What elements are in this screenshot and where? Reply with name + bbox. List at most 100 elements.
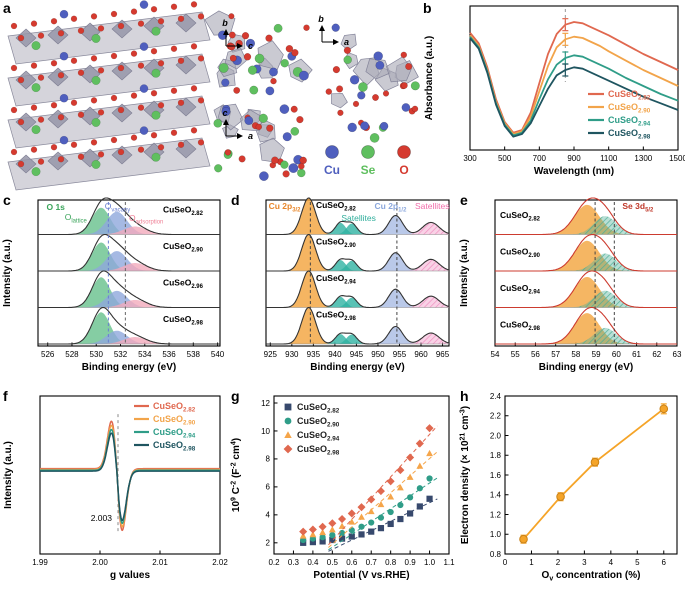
x-tick-label: 940 [328,350,342,359]
component-peak [495,327,677,344]
component-peak [495,240,677,271]
axes: 300 500 700 900 1100 1300 1500 Wavelength (nm) A… [424,5,685,177]
atom-legend-swatch-O [397,145,411,159]
cu2p-xps-chart: 925 930 935 940 945 950 955 960 965 Binding energ… [264,197,450,373]
x-tick-label: 6 [662,558,667,567]
y-tick-label: 2.0 [490,431,502,440]
marker-circle [358,523,365,530]
x-tick-label: 300 [463,154,477,163]
y-tick-label: 12 [261,399,270,408]
component-peak [266,252,449,271]
spectrum-1: CuSeO2.90 [38,233,220,272]
axes: 925 930 935 940 945 950 955 960 965 Binding energ… [264,199,450,373]
marker-triangle [358,513,365,520]
marker-triangle [387,493,395,500]
component-peak [266,215,449,235]
axis-letter: a [344,37,349,47]
marker-diamond [357,503,366,512]
marker-square [407,510,414,517]
atom-legend-swatch-Cu [325,145,339,159]
axes: 0 1 2 3 4 5 6 0.8 1.0 1.2 1.4 1.6 1.8 2.0 2.2 2.4 Ov con… [460,392,678,583]
axis-letter: a [248,131,253,141]
component-peak [266,326,449,344]
marker-square [338,535,346,542]
x-tick-label: 55 [511,350,520,359]
x-tick-label: 532 [114,350,128,359]
marker-square [309,539,316,546]
component-peak [495,253,677,271]
axes: 1.99 2.00 2.01 2.02 g values Intensity (a.u.) [3,395,228,581]
marker-triangle [348,518,356,525]
spectrum-1: CuSeO2.90 [495,233,677,272]
x-tick-label: 534 [138,350,152,359]
x-tick-label: 61 [632,350,641,359]
legend-label: CuSeO2.98 [297,444,340,457]
x-tick-label: 530 [90,350,104,359]
x-tick-label: 960 [414,350,428,359]
spectrum-label: CuSeO2.94 [500,283,541,296]
x-tick-label: 4 [609,558,614,567]
component-peak [266,222,449,235]
x-tick-label: 5 [635,558,640,567]
x-axis-label: Binding energy (eV) [82,362,176,373]
legend-label: CuSeO2.94 [153,427,196,440]
marker-circle [377,514,385,521]
x-tick-label: 935 [307,350,321,359]
x-tick-label: 2.01 [152,558,168,567]
marker-triangle [406,473,414,480]
absorbance-curve-3 [469,37,679,138]
x-tick-label: 900 [567,154,581,163]
envelope [495,270,677,309]
y-tick-label: 1.6 [490,471,502,480]
envelope [495,306,677,345]
envelope [495,197,677,236]
marker-square [377,525,385,532]
x-tick-label: 58 [571,350,580,359]
x-tick-label: 0 [503,558,508,567]
spectrum-label: CuSeO2.82 [500,210,541,223]
spectrum-3: CuSeO2.98 [495,306,677,345]
x-tick-label: 1500 [669,154,685,163]
panel-h-letter: h [460,388,469,404]
x-tick-label: 2.02 [212,558,228,567]
panel-e: 54 55 56 57 58 59 60 61 62 63 Binding energy (eV) I… [457,192,685,388]
panel-g-letter: g [231,388,240,404]
x-axis-label: Potential (V vs.RHE) [313,570,409,581]
x-tick-label: 0.4 [307,558,319,567]
x-tick-label: 62 [652,350,661,359]
y-tick-label: 6 [266,483,271,492]
y-tick-label: 1.0 [490,530,502,539]
x-tick-label: 700 [533,154,547,163]
x-axis-label: g values [110,570,150,581]
spectrum-2: CuSeO2.94 [266,270,450,309]
envelope [266,270,450,309]
x-tick-label: 63 [673,350,682,359]
marker-circle [368,519,375,526]
component-peak [38,263,220,271]
atom-legend-label-O: O [399,163,408,177]
atom-legend-label-Se: Se [361,163,376,177]
x-tick-label: 0.7 [366,558,378,567]
panel-g: 0.2 0.3 0.4 0.5 0.6 0.7 0.8 0.9 1.0 1.1 2 4 6 8 10 12 Po… [228,388,457,597]
component-peak [266,234,449,271]
component-peak [266,259,449,271]
x-axis-label: Binding energy (eV) [310,362,404,373]
x-tick-label: 0.5 [327,558,339,567]
y-axis-label: Intensity (a.u.) [2,239,13,307]
spectrum-label: CuSeO2.94 [316,273,357,286]
marker-diamond [338,515,347,524]
x-tick-label: 0.8 [385,558,397,567]
marker-diamond [386,477,395,486]
marker-circle [426,475,433,482]
legend-label: CuSeO2.94 [608,115,651,128]
marker-circle [329,532,336,539]
y-tick-label: 0.8 [490,550,502,559]
spectrum-label: CuSeO2.90 [316,237,357,250]
marker-triangle [338,522,346,529]
x-tick-label: 60 [612,350,621,359]
x-tick-label: 930 [285,350,299,359]
marker-triangle [284,431,292,439]
x-tick-label: 955 [393,350,407,359]
legend-label: CuSeO2.90 [153,414,196,427]
annotation: O 1s [46,202,65,212]
